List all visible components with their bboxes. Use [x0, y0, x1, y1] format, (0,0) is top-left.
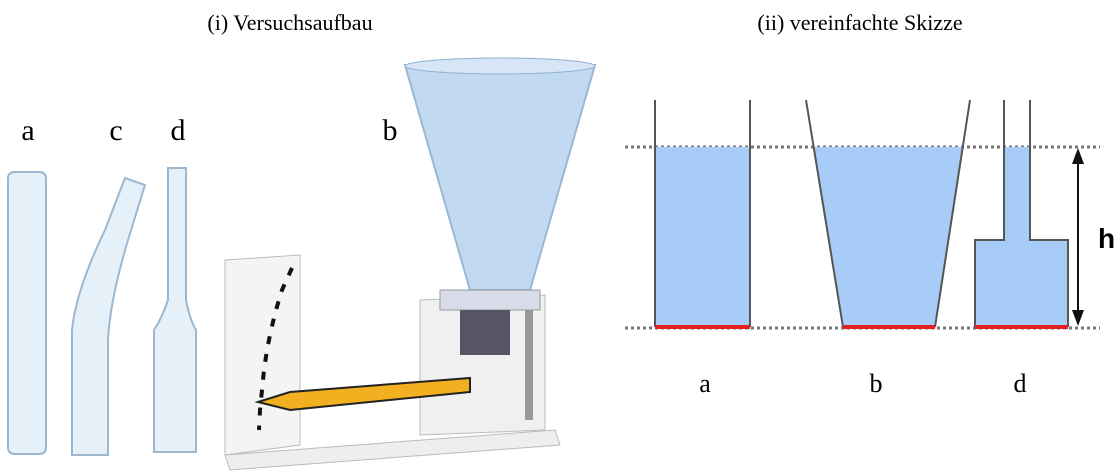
pointer [254, 376, 471, 412]
water [655, 147, 750, 327]
base-plate [224, 429, 561, 471]
tube-label: d [171, 114, 186, 147]
vessel-label: a [699, 369, 711, 398]
rod [525, 305, 533, 420]
tube-d [153, 167, 197, 453]
membrane-ring [439, 289, 541, 311]
water [814, 147, 962, 327]
vessel-label: b [870, 369, 883, 398]
funnel [403, 64, 597, 291]
funnel-rim [404, 57, 596, 75]
caption: (ii) vereinfachte Skizze [757, 10, 962, 35]
vessel-label: d [1014, 369, 1027, 398]
tube-label: b [383, 114, 398, 147]
arrow-head [1072, 148, 1084, 164]
caption: (i) Versuchsaufbau [207, 10, 372, 35]
tube-c [71, 176, 147, 456]
arrow-head [1072, 310, 1084, 326]
height-label: h [1098, 223, 1115, 254]
tube-a [7, 171, 47, 455]
vessel-wall [974, 100, 1069, 327]
vessel-wall [654, 100, 751, 327]
scale-plate [224, 254, 301, 456]
membrane [460, 310, 510, 355]
tube-label: c [109, 114, 122, 147]
vessel-wall [805, 99, 971, 328]
tube-label: a [21, 114, 34, 147]
water [975, 147, 1068, 327]
